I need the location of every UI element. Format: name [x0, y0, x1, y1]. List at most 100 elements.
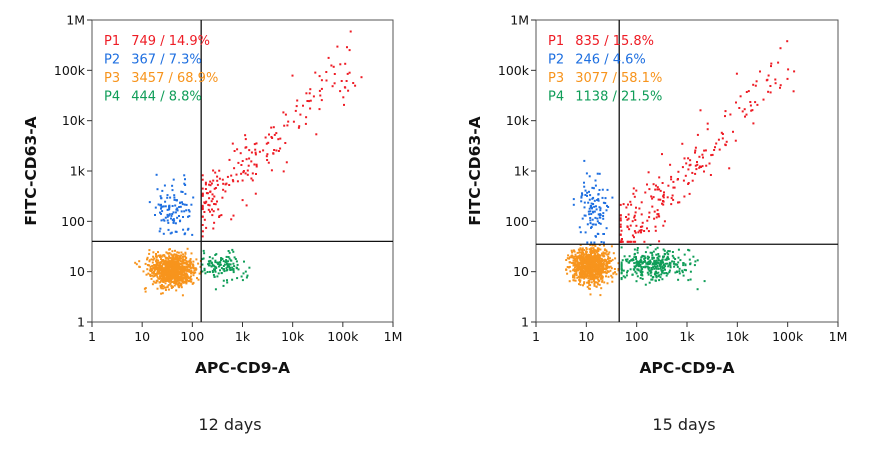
dot-p3: [170, 253, 173, 256]
dot-p3: [161, 276, 164, 279]
dot-p1: [725, 140, 728, 143]
dot-p2: [168, 213, 171, 216]
dot-p1: [657, 198, 660, 201]
dot-p2: [185, 209, 188, 212]
dot-p1: [232, 180, 235, 183]
dot-p1: [715, 142, 718, 145]
dot-p1: [348, 71, 351, 74]
dot-p2: [154, 206, 157, 209]
dot-p3: [193, 269, 196, 272]
dot-p3: [170, 269, 173, 272]
dot-p3: [589, 249, 592, 252]
dot-p3: [183, 274, 186, 277]
dot-p1: [662, 203, 665, 206]
dot-p3: [593, 283, 596, 286]
dot-p2: [598, 172, 601, 175]
dot-p1: [275, 149, 278, 152]
dot-p3: [606, 263, 609, 266]
dot-p3: [579, 283, 582, 286]
dot-p2: [611, 196, 614, 199]
dot-p1: [267, 161, 270, 164]
dot-p1: [655, 216, 658, 219]
dot-p3: [171, 268, 174, 271]
dot-p2: [590, 202, 593, 205]
dot-p4: [248, 266, 251, 269]
dot-p1: [201, 178, 204, 181]
dot-p3: [165, 271, 168, 274]
dot-p2: [178, 206, 181, 208]
dot-p3: [587, 269, 590, 272]
dot-p3: [159, 281, 162, 284]
dot-p1: [241, 199, 244, 202]
dot-p4: [674, 263, 677, 266]
dot-p3: [161, 285, 164, 288]
dot-p3: [591, 268, 594, 271]
dot-p2: [604, 202, 607, 205]
dot-p3: [182, 268, 185, 271]
dot-p3: [597, 259, 600, 262]
dot-p4: [642, 260, 645, 263]
dot-p3: [584, 256, 587, 259]
dot-p1: [332, 65, 335, 68]
dot-p3: [591, 266, 594, 269]
dot-p2: [589, 194, 592, 197]
dot-p2: [586, 223, 589, 226]
dot-p3: [164, 289, 167, 291]
dot-p2: [601, 188, 604, 191]
dot-p3: [171, 275, 174, 278]
dot-p3: [601, 279, 604, 282]
dot-p1: [273, 149, 276, 151]
dot-p2: [188, 210, 191, 213]
dot-p3: [574, 279, 577, 282]
dot-p3: [183, 267, 186, 270]
dot-p1: [749, 101, 752, 103]
dot-p4: [664, 262, 667, 265]
dot-p1: [265, 142, 268, 145]
dot-p3: [165, 266, 167, 269]
dot-p1: [211, 208, 213, 211]
dot-p3: [577, 269, 579, 272]
dot-p1: [314, 71, 317, 74]
dot-p1: [333, 82, 336, 85]
dot-p1: [701, 165, 704, 168]
dot-p2: [160, 212, 162, 215]
dot-p4: [214, 265, 217, 268]
dot-p3: [176, 259, 179, 262]
dot-p1: [662, 196, 665, 199]
dot-p3: [173, 269, 176, 272]
dot-p2: [589, 219, 592, 222]
dot-p2: [603, 233, 605, 235]
dot-p2: [191, 233, 194, 236]
dot-p1: [312, 95, 315, 98]
dot-p1: [745, 91, 748, 93]
dot-p2: [183, 203, 186, 206]
dot-p1: [266, 159, 269, 161]
dot-p3: [187, 264, 190, 266]
dot-p4: [644, 266, 647, 269]
dot-p3: [590, 272, 593, 275]
dot-p3: [180, 251, 183, 254]
dot-p1: [201, 187, 204, 190]
dot-p3: [578, 251, 581, 254]
dot-p1: [286, 124, 289, 127]
dot-p3: [188, 270, 191, 273]
dot-p3: [610, 245, 613, 248]
dot-p4: [227, 250, 230, 252]
dot-p2: [597, 233, 600, 235]
dot-p3: [593, 268, 596, 271]
dot-p3: [602, 251, 605, 254]
dot-p2: [594, 179, 597, 182]
dot-p1: [213, 187, 216, 190]
dot-p3: [189, 276, 191, 279]
dot-p4: [668, 269, 671, 272]
dot-p4: [646, 246, 649, 249]
dot-p3: [602, 271, 605, 274]
dot-p3: [165, 257, 168, 260]
dot-p3: [151, 264, 154, 267]
population-legend: P1 835 / 15.8% P2 246 / 4.6% P3 3077 / 5…: [548, 34, 662, 105]
dot-p3: [176, 256, 179, 259]
dot-p3: [186, 266, 189, 269]
dot-p2: [588, 190, 590, 193]
scatter-dots: [565, 40, 796, 297]
dot-p1: [735, 101, 737, 104]
